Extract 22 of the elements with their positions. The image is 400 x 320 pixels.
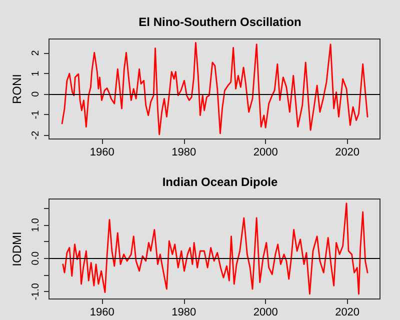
x-tick-label: 1960 (90, 146, 114, 158)
x-tick-label: 2000 (253, 306, 278, 318)
y-tick-label: 0 (30, 90, 42, 97)
chart-title: Indian Ocean Dipole (162, 175, 278, 189)
line-series (62, 202, 368, 295)
y-tick-label: 0.0 (30, 250, 42, 266)
y-tick-label: 1.0 (30, 218, 42, 232)
x-tick-label: 1960 (90, 306, 114, 318)
x-tick-label: 2000 (253, 146, 278, 158)
x-tick-label: 2020 (335, 146, 360, 158)
x-tick-label: 1980 (172, 146, 196, 158)
y-axis-title: IODMI (10, 232, 24, 266)
y-tick-label: -2 (30, 130, 42, 140)
y-tick-label: 2 (30, 50, 42, 56)
y-tick-label: -1.0 (30, 282, 42, 300)
x-tick-label: 1980 (172, 306, 196, 318)
chart-title: El Nino-Southern Oscillation (138, 15, 302, 29)
y-tick-label: 1 (30, 70, 42, 76)
x-tick-label: 2020 (335, 306, 360, 318)
y-axis-title: RONI (10, 74, 24, 104)
y-tick-label: -1 (30, 110, 42, 120)
line-series (61, 42, 368, 136)
